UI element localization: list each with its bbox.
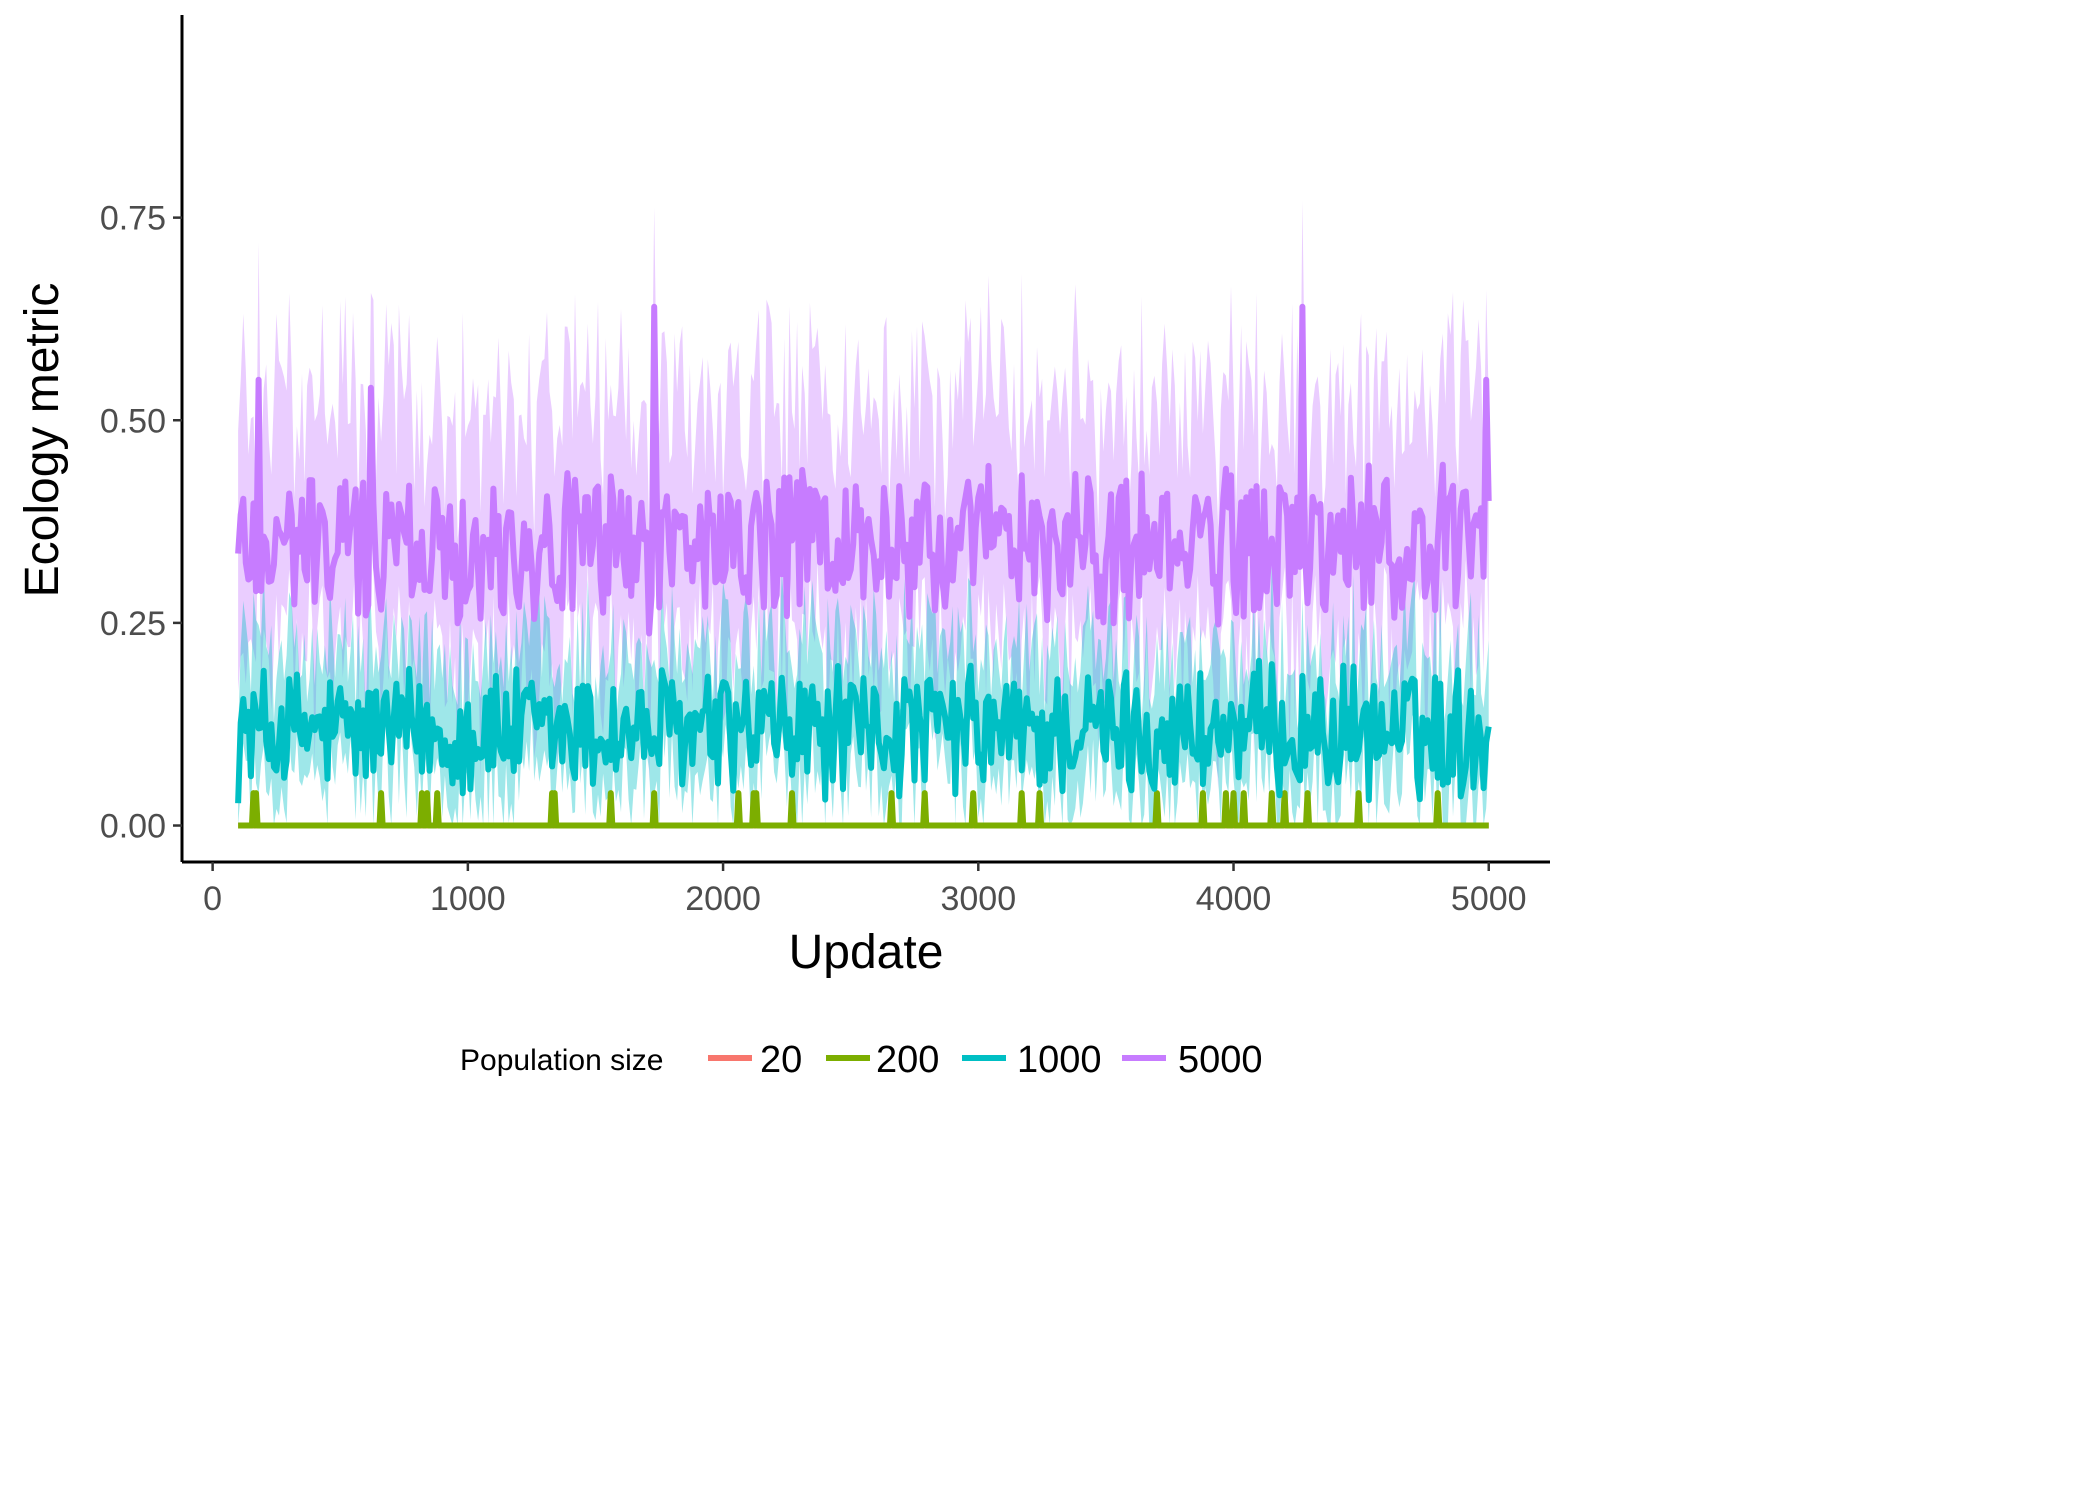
ribbon-5000 bbox=[238, 201, 1489, 790]
axes bbox=[180, 15, 1550, 864]
line-1000 bbox=[235, 657, 1492, 804]
x-tick-label: 1000 bbox=[430, 880, 506, 918]
plot-area bbox=[235, 201, 1492, 829]
line-200 bbox=[238, 790, 1489, 829]
x-tick-label: 0 bbox=[203, 880, 222, 918]
x-tick-label: 2000 bbox=[685, 880, 761, 918]
y-tick-label: 0.50 bbox=[100, 402, 166, 440]
x-tick-label: 5000 bbox=[1451, 880, 1527, 918]
legend-label: 1000 bbox=[1017, 1039, 1102, 1081]
legend-label: 200 bbox=[876, 1039, 939, 1081]
y-tick-label: 0.00 bbox=[100, 808, 166, 846]
legend-label: 5000 bbox=[1178, 1039, 1263, 1081]
legend-title: Population size bbox=[460, 1044, 663, 1077]
y-axis-title: Ecology metric bbox=[16, 283, 69, 598]
y-tick-label: 0.75 bbox=[100, 200, 166, 238]
legend-label: 20 bbox=[760, 1039, 802, 1081]
line-5000 bbox=[235, 303, 1492, 637]
x-axis-title: Update bbox=[789, 926, 944, 979]
x-ticks: 0 1000 2000 3000 4000 5000 bbox=[203, 862, 1527, 918]
x-tick-label: 4000 bbox=[1196, 880, 1272, 918]
chart: 0 1000 2000 3000 4000 5000 0.00 0.25 0.50 0.75 U… bbox=[16, 15, 1550, 1081]
x-tick-label: 3000 bbox=[940, 880, 1016, 918]
y-ticks: 0.00 0.25 0.50 0.75 bbox=[100, 200, 182, 846]
y-tick-label: 0.25 bbox=[100, 605, 166, 643]
legend: Population size 20 200 1000 5000 bbox=[460, 1039, 1263, 1081]
chart-svg: 0 1000 2000 3000 4000 5000 0.00 0.25 0.50 0.75 U… bbox=[16, 15, 1550, 1081]
